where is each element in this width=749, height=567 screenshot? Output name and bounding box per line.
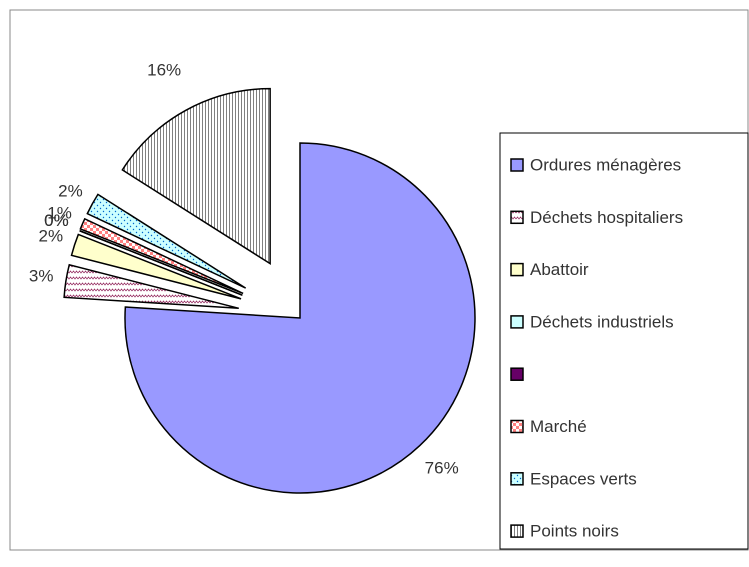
data-label: 1% <box>47 203 72 222</box>
legend-box <box>499 132 749 550</box>
legend-swatch <box>510 210 524 225</box>
legend-label: Points noirs <box>530 522 619 541</box>
legend-swatch <box>510 419 524 434</box>
legend-label: Ordures ménagères <box>530 155 681 174</box>
pie-slice <box>79 217 244 295</box>
legend-label: Déchets hospitaliers <box>530 208 683 227</box>
legend-label: Abattoir <box>530 260 589 279</box>
pie-slice <box>124 142 476 494</box>
data-label: 16% <box>147 60 181 79</box>
data-label: 3% <box>29 266 54 285</box>
data-label: 2% <box>58 181 83 200</box>
data-label: 2% <box>39 227 64 246</box>
pie-slice <box>70 233 242 300</box>
legend-swatch <box>510 158 524 172</box>
legend-swatch <box>510 472 524 486</box>
legend-label: Marché <box>530 417 587 436</box>
legend-swatch <box>510 524 524 538</box>
pie-slice <box>63 263 239 310</box>
pie-slice <box>86 193 247 289</box>
legend-swatch <box>510 262 524 277</box>
legend-label: Déchets industriels <box>530 312 674 331</box>
data-label: 0% <box>44 211 69 230</box>
data-label: 0% <box>44 211 69 230</box>
legend-label: Espaces verts <box>530 469 637 488</box>
legend-swatch <box>510 315 524 329</box>
legend-swatch <box>510 367 524 381</box>
pie-slice <box>121 87 271 266</box>
data-label: 76% <box>425 458 459 477</box>
